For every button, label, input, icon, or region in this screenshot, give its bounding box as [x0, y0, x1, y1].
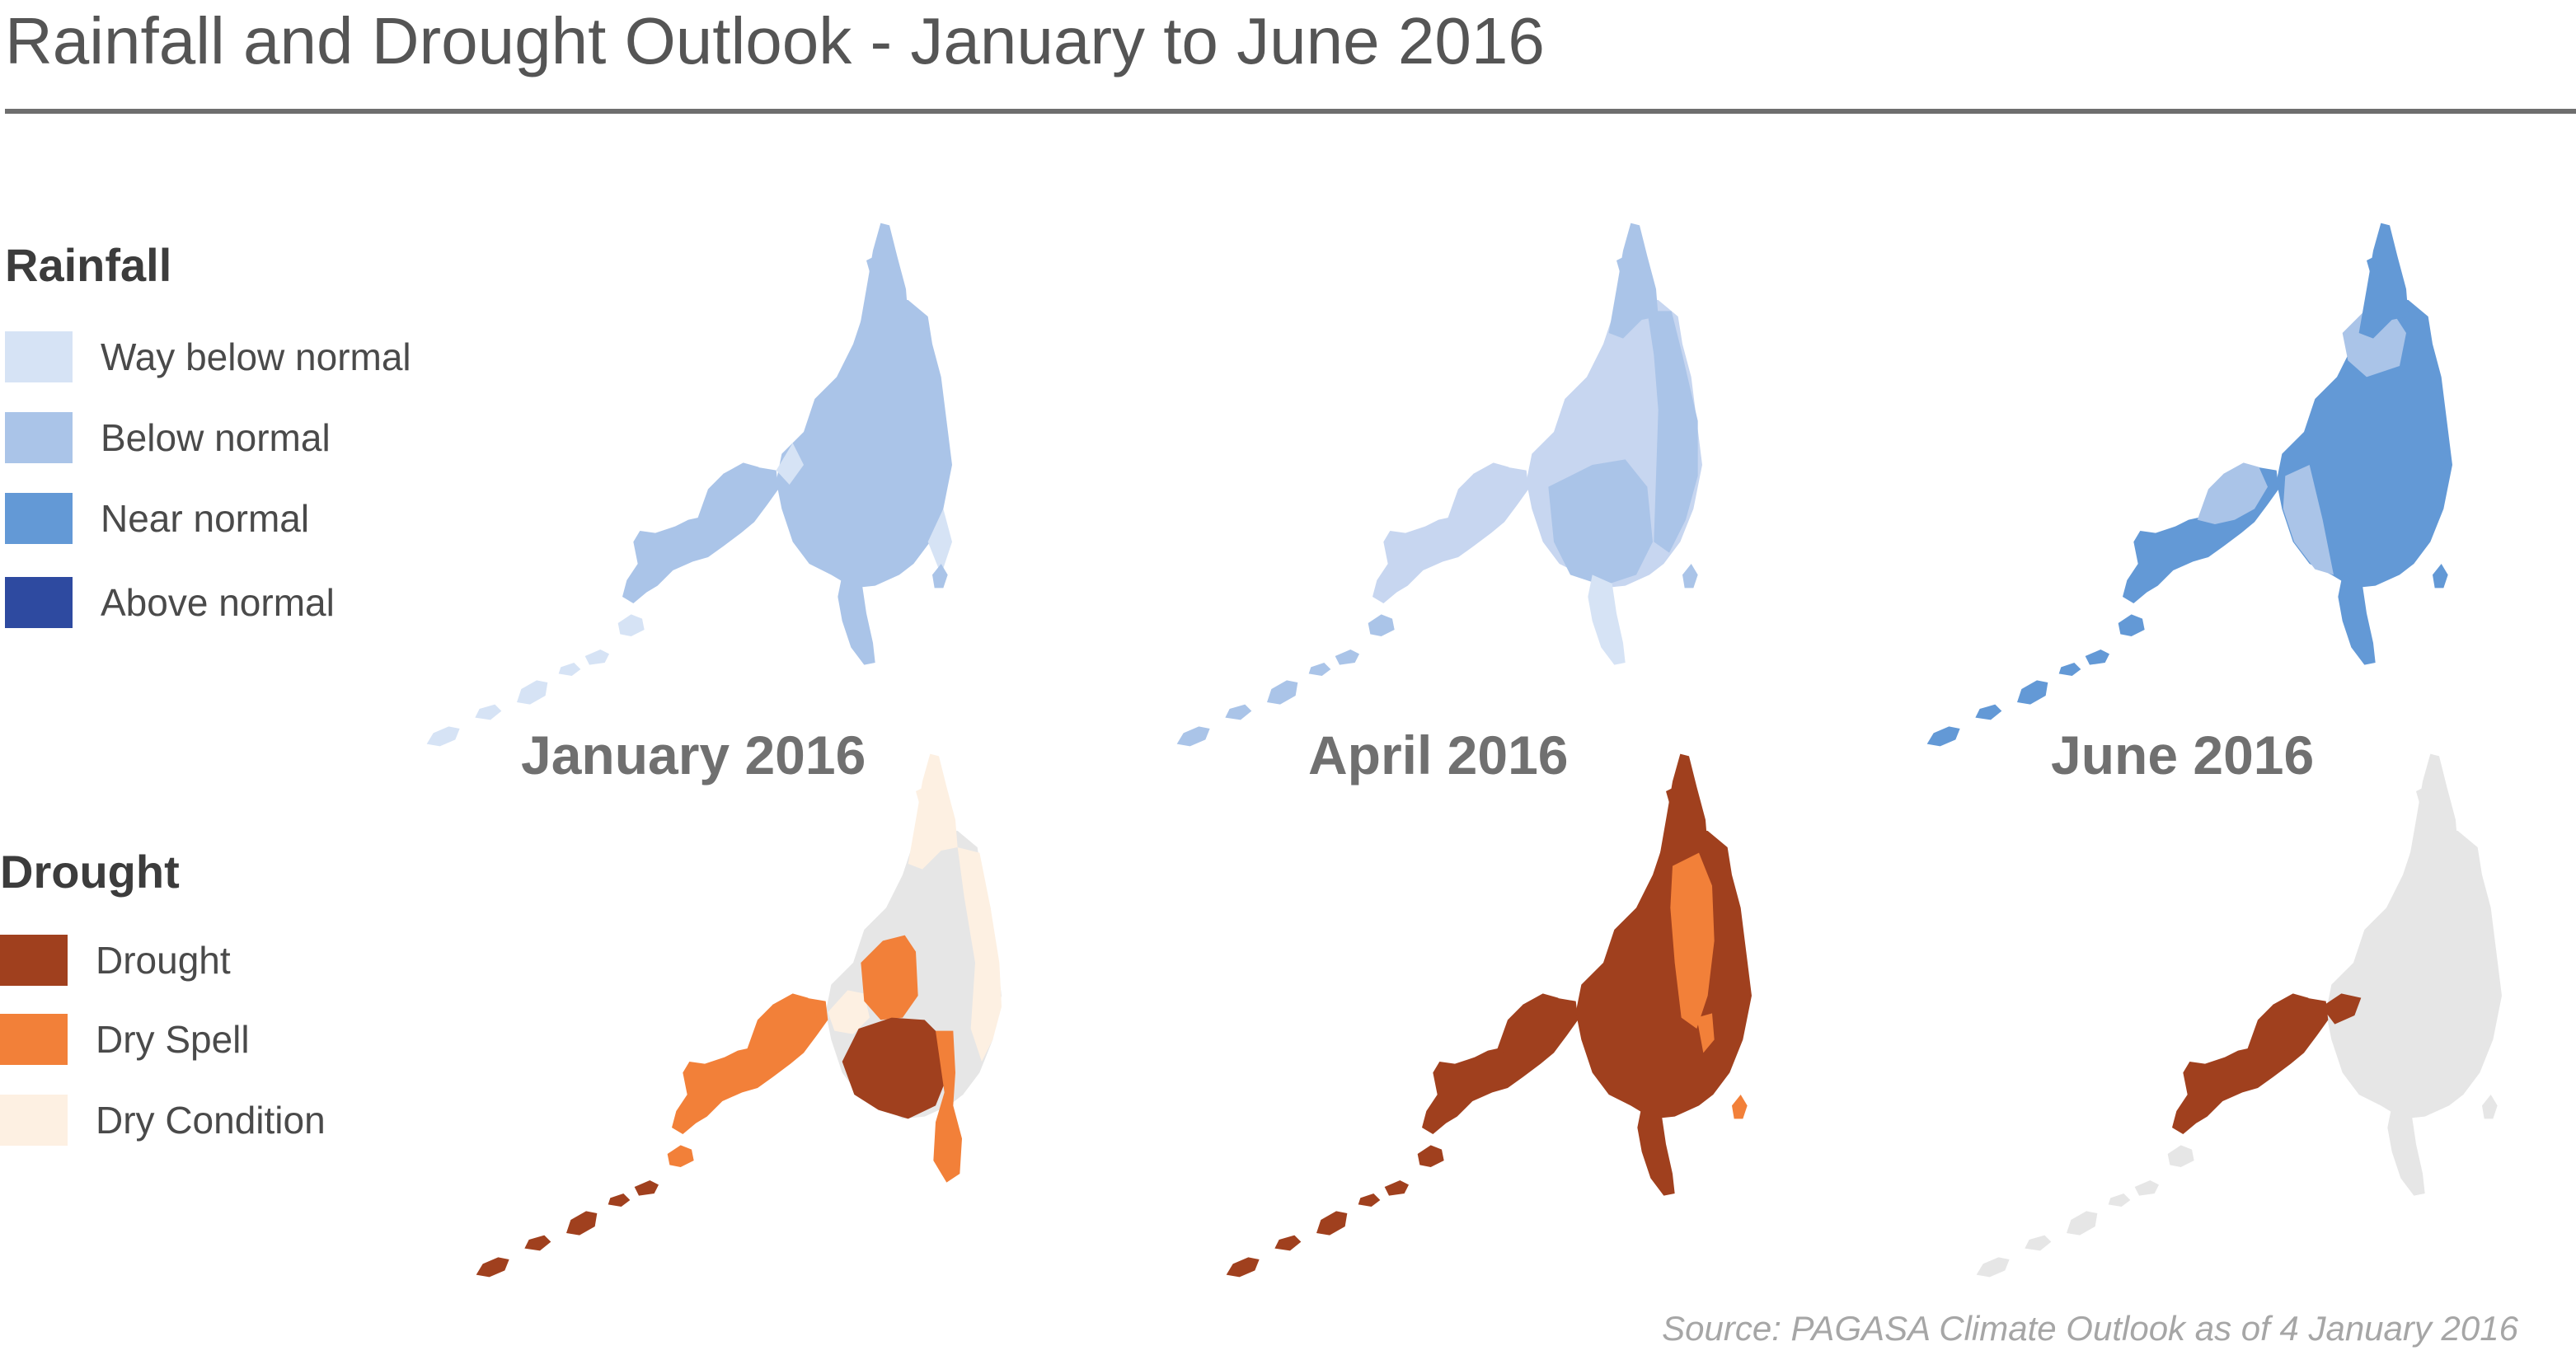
drought-region [1670, 852, 1715, 1029]
rainfall-legend-heading: Rainfall [5, 239, 172, 291]
drought-region [828, 990, 870, 1034]
rainfall-region [1682, 564, 1698, 589]
drought-region [634, 1180, 659, 1196]
rainfall-region [927, 509, 952, 575]
drought-region [2067, 1211, 2098, 1236]
rainfall-legend-label: Above normal [101, 581, 335, 624]
rainfall-region [2058, 663, 2081, 676]
drought-region [861, 935, 918, 1020]
source-note: Source: PAGASA Climate Outlook as of 4 J… [1662, 1309, 2518, 1348]
period-label-april: April 2016 [1308, 725, 1569, 786]
rainfall-legend-label: Below normal [101, 416, 331, 459]
rainfall-swatch-below [5, 412, 73, 463]
drought-region [933, 1030, 962, 1183]
drought-region [2025, 1235, 2052, 1251]
drought-swatch-dry-condition [0, 1095, 68, 1146]
drought-map-june [1976, 753, 2502, 1278]
drought-region [2321, 993, 2362, 1025]
rainfall-region [2017, 680, 2048, 705]
drought-swatch-dry-spell [0, 1014, 68, 1065]
drought-legend-heading: Drought [0, 846, 180, 898]
drought-swatch-drought [0, 935, 68, 986]
drought-region [2167, 1145, 2194, 1167]
rainfall-region [617, 614, 645, 636]
rainfall-map-april [1176, 223, 1702, 747]
rainfall-legend-item: Above normal [5, 577, 335, 628]
drought-legend-label: Dry Condition [96, 1099, 326, 1142]
rainfall-legend-label: Near normal [101, 497, 310, 540]
rainfall-region [475, 704, 502, 720]
rainfall-region [558, 663, 581, 676]
drought-region [1637, 1105, 1675, 1196]
drought-region [1316, 1211, 1348, 1236]
rainfall-region [776, 298, 952, 589]
drought-region [2108, 1194, 2131, 1207]
drought-region [1696, 1013, 1715, 1053]
rainfall-swatch-above [5, 577, 73, 628]
drought-region [566, 1211, 598, 1236]
rainfall-legend-item: Way below normal [5, 331, 411, 382]
rainfall-legend-item: Below normal [5, 412, 331, 463]
drought-region [1976, 1257, 2010, 1278]
rainfall-legend-label: Way below normal [101, 335, 411, 378]
drought-region [1417, 1145, 1444, 1167]
drought-legend-label: Drought [96, 939, 231, 982]
drought-region [2482, 1095, 2498, 1119]
drought-region [2387, 1105, 2425, 1196]
rainfall-region [1647, 311, 1698, 553]
rainfall-region [584, 650, 609, 665]
rainfall-region [1335, 650, 1359, 665]
rainfall-region [2118, 614, 2145, 636]
rainfall-region [2338, 574, 2376, 665]
drought-region [1226, 1257, 1260, 1278]
drought-map-april [1226, 753, 1752, 1278]
rainfall-region [1267, 680, 1298, 705]
rainfall-legend-item: Near normal [5, 493, 309, 544]
rainfall-region [838, 574, 875, 665]
rainfall-region [2283, 465, 2334, 575]
title-divider [5, 109, 2576, 114]
period-label-january: January 2016 [521, 725, 866, 786]
drought-region [842, 1017, 949, 1119]
rainfall-region [776, 443, 804, 485]
drought-region [667, 1145, 694, 1167]
rainfall-region [932, 564, 948, 589]
rainfall-region [1548, 459, 1653, 586]
period-label-june: June 2016 [2051, 725, 2315, 786]
drought-legend-item: Dry Condition [0, 1095, 326, 1146]
drought-region [1358, 1194, 1381, 1207]
rainfall-region [1225, 704, 1252, 720]
drought-region [1384, 1180, 1409, 1196]
rainfall-region [2433, 564, 2448, 589]
drought-legend-item: Drought [0, 935, 231, 986]
rainfall-region [1588, 574, 1626, 665]
drought-legend-label: Dry Spell [96, 1018, 250, 1061]
rainfall-region [2085, 650, 2109, 665]
rainfall-region [1975, 704, 2002, 720]
drought-region [957, 847, 1002, 1062]
drought-region [2325, 828, 2502, 1119]
rainfall-map-january [426, 223, 952, 747]
drought-map-january [476, 753, 1002, 1278]
drought-region [476, 1257, 509, 1278]
rainfall-region [1308, 663, 1331, 676]
drought-region [1274, 1235, 1302, 1251]
drought-legend-item: Dry Spell [0, 1014, 250, 1065]
rainfall-swatch-way-below [5, 331, 73, 382]
drought-region [608, 1194, 631, 1207]
rainfall-region [1368, 614, 1395, 636]
rainfall-region [517, 680, 548, 705]
drought-region [524, 1235, 551, 1251]
drought-region [2134, 1180, 2159, 1196]
rainfall-region [2342, 308, 2406, 378]
drought-region [1575, 828, 1752, 1119]
rainfall-swatch-near [5, 493, 73, 544]
drought-region [1732, 1095, 1748, 1119]
chart-title: Rainfall and Drought Outlook - January t… [5, 4, 1545, 77]
rainfall-map-june [1926, 223, 2452, 747]
